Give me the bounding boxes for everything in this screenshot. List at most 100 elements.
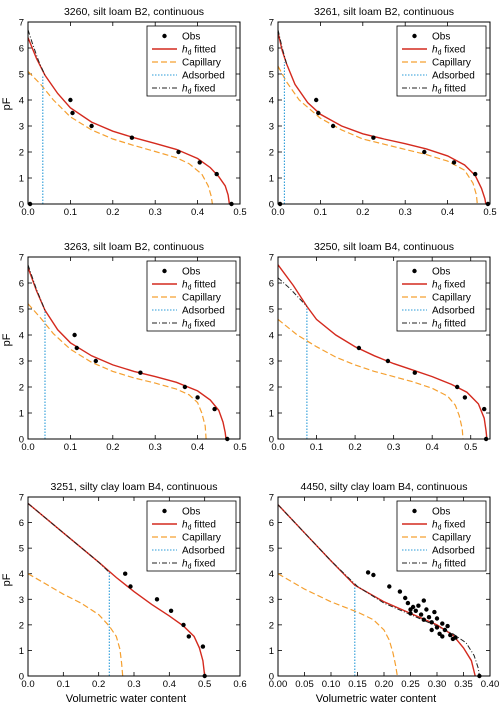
y-tick-label: 0 [269,672,274,683]
obs-point [408,611,413,616]
legend-box [146,260,237,332]
obs-point [445,623,450,629]
legend-entry-label: Obs [182,267,200,278]
y-tick-label: 1 [269,409,274,420]
legend-entry-label: hd fixed [182,559,215,571]
y-tick-label: 0 [269,200,274,211]
hd-red-line [277,264,488,440]
obs-point [412,370,417,375]
x-tick-label: 0.3 [149,442,162,453]
y-tick-label: 4 [269,96,274,107]
y-tick-label: 1 [269,174,274,185]
x-axis-label-panel-6: Volumetric water content [316,693,436,705]
legend-entry-label: Obs [432,32,450,43]
legend-entry-label: hd fixed [432,280,465,292]
x-tick-label: 0.4 [426,442,439,453]
obs-point [128,584,133,589]
legend-entry-label: Capillary [182,58,221,69]
legend-entry-label: Obs [432,267,450,278]
obs-point [176,149,181,155]
y-tick-label: 4 [19,331,24,342]
y-tick-label: 7 [19,253,24,264]
legend-obs-marker [162,268,167,274]
legend-entry-label: Capillary [432,293,471,304]
chart-title: 3261, silt loam B2, continuous [314,6,454,18]
legend-entry-label: Capillary [432,58,471,69]
legend-entry-label: hd fixed [182,319,215,331]
legend-entry-label: Adsorbed [432,306,475,317]
y-tick-label: 3 [19,122,24,133]
obs-point [422,149,427,155]
legend-box [146,25,237,97]
obs-point [181,622,186,628]
obs-point [434,616,440,621]
y-tick-label: 6 [269,44,274,55]
x-tick-label: 0.1 [310,442,323,453]
y-tick-label: 4 [19,569,24,580]
obs-point [330,123,336,129]
chart-panel-6: 4450, silty clay loam B4, continuous 0 1 2 3… [269,481,500,690]
obs-point [421,598,426,603]
x-tick-label: 0.35 [454,679,473,690]
obs-point [168,608,174,613]
obs-point [93,358,99,364]
legend-obs-marker [412,33,417,39]
x-tick-label: 0.4 [163,679,176,690]
legend-entry-label: hd fitted [182,520,216,532]
obs-point [442,627,448,633]
obs-point [413,608,418,613]
legend-entry-label: hd fitted [432,319,466,331]
legend-entry-label: hd fixed [432,520,465,532]
y-tick-label: 7 [269,18,274,29]
obs-point [448,632,453,638]
legend-obs-marker [412,268,417,274]
obs-point [186,634,191,639]
y-axis-label-panel-1: pF [1,97,13,110]
obs-point [74,345,80,351]
obs-point [195,395,200,400]
obs-point [314,97,319,103]
y-tick-label: 6 [19,279,24,290]
capillary-line [277,573,398,677]
y-tick-label: 6 [19,518,24,529]
plot-frame [27,256,241,440]
y-tick-label: 5 [19,544,24,555]
x-tick-label: 0.4 [191,442,204,453]
obs-point [421,617,426,622]
x-tick-label: 0.25 [401,679,420,690]
y-tick-label: 5 [269,70,274,81]
chart-title: 3251, silty clay loam B4, continuous [51,481,218,493]
obs-point [440,621,445,626]
x-tick-label: 0.00 [269,679,288,690]
legend-entry-label: hd fitted [432,559,466,571]
y-tick-label: 2 [19,620,24,631]
legend-box [396,25,487,97]
plot-frame [277,496,491,677]
legend-entry-label: Adsorbed [182,546,225,557]
y-tick-label: 2 [19,383,24,394]
obs-point [397,589,403,594]
x-tick-label: 0.2 [106,207,119,218]
hd-dashdot-line [27,264,46,311]
legend-box [146,500,237,572]
legend-obs-marker [162,508,167,514]
x-axis-label-panel-5: Volumetric water content [66,693,186,705]
x-tick-label: 0.15 [348,679,367,690]
hd-dashdot-line [27,503,110,573]
hd-red-line [27,267,227,440]
x-tick-label: 0.6 [233,679,246,690]
obs-point [89,123,94,129]
obs-point [473,171,478,177]
x-tick-label: 0.1 [64,442,77,453]
legend-entry-label: Adsorbed [432,71,475,82]
y-tick-label: 7 [269,253,274,264]
obs-point [200,644,206,649]
capillary-line [277,318,464,440]
y-tick-label: 3 [269,122,274,133]
x-tick-label: 0.20 [375,679,394,690]
y-axis-label-panel-5: pF [1,573,13,586]
capillary-line [277,65,478,205]
plot-frame [27,21,241,205]
